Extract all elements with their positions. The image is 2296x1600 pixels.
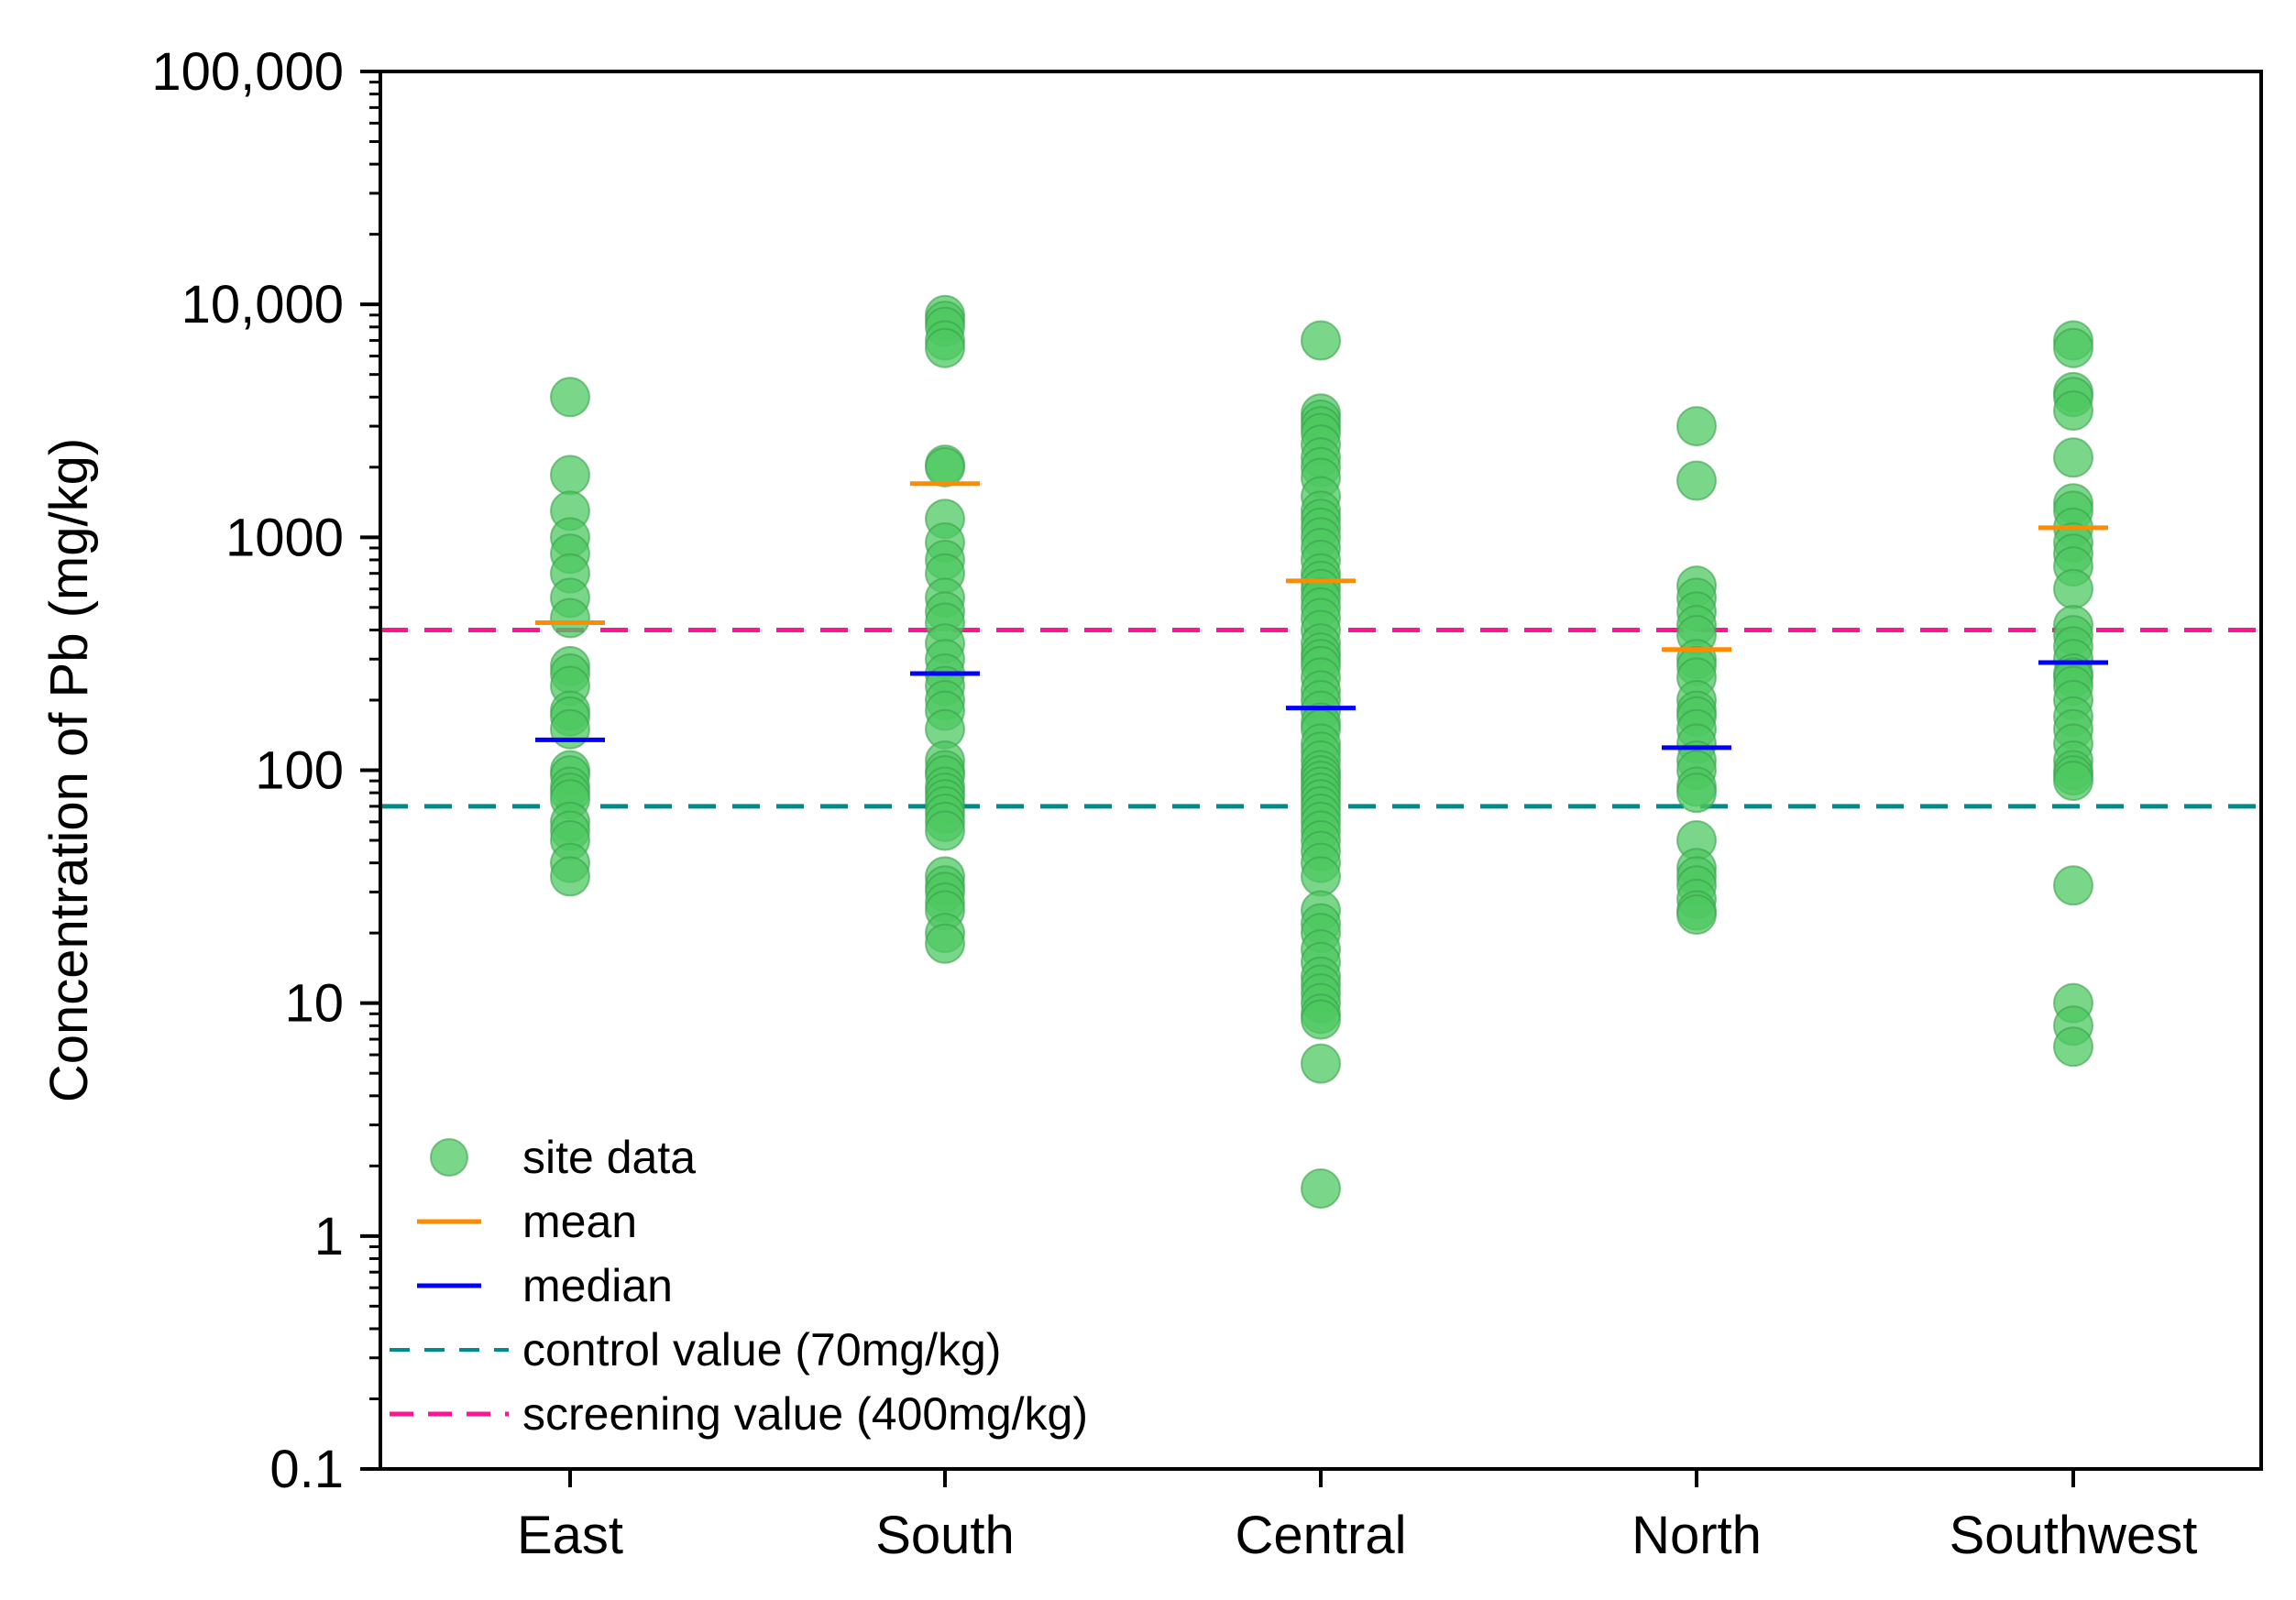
site-data-point-south <box>925 810 965 851</box>
site-data-point-central <box>1301 320 1341 361</box>
site-data-point-southwest <box>2053 761 2093 802</box>
site-data-point-central <box>1301 856 1341 897</box>
y-tick-label: 0.1 <box>269 1440 344 1499</box>
site-data-point-south <box>925 446 965 488</box>
legend-mean-label: mean <box>522 1196 637 1247</box>
x-category-label: Southwest <box>1950 1506 2198 1565</box>
legend-site-data-symbol <box>430 1138 468 1177</box>
x-category-label: North <box>1631 1506 1762 1565</box>
site-data-point-central <box>1301 1043 1341 1084</box>
site-data-point-southwest <box>2053 390 2093 432</box>
site-data-point-central <box>1301 1167 1341 1209</box>
legend-screening-label: screening value (400mg/kg) <box>522 1388 1088 1440</box>
site-data-point-east <box>550 597 590 639</box>
x-category-label: Central <box>1236 1506 1407 1565</box>
site-data-point-north <box>1676 460 1717 501</box>
site-data-point-southwest <box>2053 437 2093 478</box>
y-tick-label: 10 <box>284 974 344 1034</box>
site-data-point-southwest <box>2053 327 2093 368</box>
legend-control-label: control value (70mg/kg) <box>522 1324 1001 1375</box>
y-tick-label: 10,000 <box>181 275 344 334</box>
site-data-point-north <box>1676 894 1717 936</box>
x-category-label: South <box>875 1506 1015 1565</box>
site-data-point-southwest <box>2053 568 2093 609</box>
y-tick-label: 100 <box>255 741 344 801</box>
site-data-point-south <box>925 327 965 368</box>
y-axis-title: Concentration of Pb (mg/kg) <box>39 438 99 1102</box>
site-data-point-south <box>925 923 965 964</box>
legend-site-data-label: site data <box>522 1132 696 1183</box>
site-data-point-southwest <box>2053 1026 2093 1068</box>
site-data-point-east <box>550 455 590 496</box>
y-tick-label: 1000 <box>225 508 344 567</box>
site-data-point-central <box>1301 999 1341 1040</box>
y-tick-label: 100,000 <box>151 42 344 102</box>
site-data-point-east <box>550 856 590 897</box>
legend-median-label: median <box>522 1260 673 1311</box>
site-data-point-north <box>1676 773 1717 814</box>
site-data-point-north <box>1676 406 1717 447</box>
x-category-label: East <box>517 1506 623 1565</box>
y-tick-label: 1 <box>314 1207 344 1266</box>
site-data-point-east <box>550 708 590 750</box>
site-data-point-east <box>550 377 590 418</box>
site-data-point-southwest <box>2053 865 2093 906</box>
